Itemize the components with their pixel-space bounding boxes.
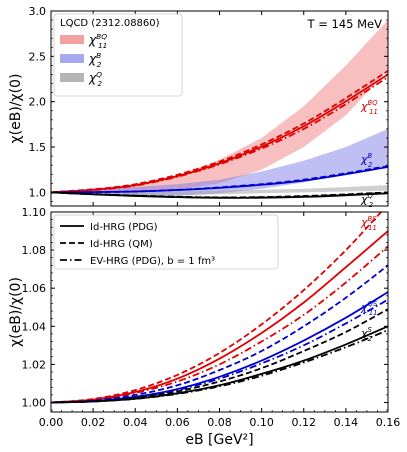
bottom-legend-label-1: Id-HRG (QM) <box>90 239 153 250</box>
top-ytick-label: 3.0 <box>29 5 47 18</box>
bottom-series-line-4 <box>51 264 388 404</box>
top-ytick-label: 1.0 <box>29 186 47 199</box>
top-series-line-2 <box>51 76 388 194</box>
bottom-xtick-label: 0.06 <box>165 416 190 429</box>
top-series-line-7 <box>51 191 388 199</box>
top-legend-label-2: χQ 2 <box>88 70 102 88</box>
bottom-xtick-label: 0.10 <box>249 416 274 429</box>
top-ytick-label: 2.5 <box>29 50 47 63</box>
bottom-ytick-label: 1.00 <box>22 396 47 409</box>
bottom-curve-label-1: χQS 11 <box>360 300 378 317</box>
bottom-xtick-label: 0.16 <box>376 416 401 429</box>
bottom-ytick-label: 1.06 <box>22 282 47 295</box>
top-legend-swatch-0 <box>60 35 84 44</box>
top-series-line-4 <box>51 165 388 194</box>
top-panel: 1.0 1.5 2.0 2.5 3.0 χ(eB)/χ(0) T = 145 MeV LQCD… <box>8 5 389 209</box>
top-ytick-label: 2.0 <box>29 96 47 109</box>
bottom-series-line-2 <box>51 245 388 404</box>
bottom-ytick-label: 1.02 <box>22 358 47 371</box>
top-ylabel: χ(eB)/χ(0) <box>8 74 24 144</box>
top-legend-title: LQCD (2312.08860) <box>60 18 160 29</box>
bottom-ytick-label: 1.08 <box>22 244 47 257</box>
band-0 <box>51 20 388 194</box>
top-ytick-label: 1.5 <box>29 141 47 154</box>
bottom-ylabel: χ(eB)/χ(0) <box>8 277 24 347</box>
bottom-legend-label-2: EV-HRG (PDG), b = 1 fm³ <box>90 256 215 267</box>
top-curve-label-1: χB 2 <box>360 152 373 169</box>
bottom-series-line-8 <box>51 329 388 404</box>
bottom-panel: 1.00 1.02 1.04 1.06 1.08 1.10 0.00 0.02 0.04 0.06… <box>8 206 401 448</box>
bottom-curve-label-2: χS 2 <box>360 326 373 343</box>
top-curve-label-0: χBQ 11 <box>360 99 378 116</box>
bottom-ytick-label: 1.04 <box>22 320 47 333</box>
bottom-xtick-label: 0.12 <box>292 416 317 429</box>
bottom-curve-label-0: χBS 11 <box>360 215 377 232</box>
top-legend-swatch-2 <box>60 73 84 82</box>
band-2 <box>51 185 388 196</box>
bottom-ytick-label: 1.10 <box>22 206 47 219</box>
top-legend-swatch-1 <box>60 54 84 63</box>
bottom-xlabel: eB [GeV²] <box>185 432 253 448</box>
bottom-legend-label-0: Id-HRG (PDG) <box>90 222 158 233</box>
bottom-legend: Id-HRG (PDG) Id-HRG (QM) EV-HRG (PDG), b =… <box>53 214 279 270</box>
bottom-series-line-1 <box>51 212 383 404</box>
top-series-line-1 <box>51 70 388 194</box>
top-plot-area <box>51 20 388 199</box>
bottom-xtick-label: 0.00 <box>39 416 64 429</box>
top-legend-box <box>53 13 183 97</box>
bottom-xtick-label: 0.04 <box>123 416 148 429</box>
top-legend-label-0: χBQ 11 <box>88 32 107 50</box>
top-legend-label-1: χB 2 <box>88 51 102 69</box>
top-curve-label-2: χQ 2 <box>360 192 374 209</box>
bottom-xtick-label: 0.08 <box>207 416 232 429</box>
bottom-legend-box <box>53 214 279 270</box>
temperature-annotation: T = 145 MeV <box>307 17 383 31</box>
bottom-plot-area <box>51 212 388 404</box>
bottom-xtick-label: 0.14 <box>334 416 359 429</box>
bottom-xtick-label: 0.02 <box>81 416 106 429</box>
